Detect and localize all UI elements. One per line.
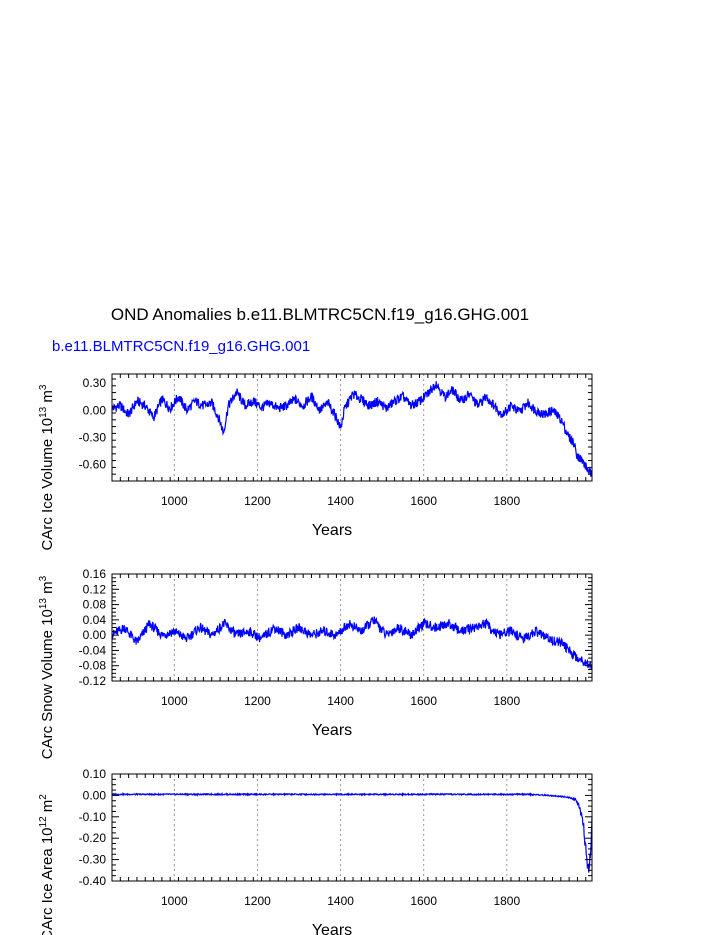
y-tick-label: 0.16	[83, 567, 107, 581]
y-tick-label: -0.30	[79, 853, 107, 867]
y-axis-label: CArc Snow Volume 1013 m3	[38, 575, 56, 759]
y-tick-label: 0.30	[83, 376, 107, 390]
x-tick-label: 1600	[410, 894, 437, 908]
x-tick-label: 1800	[493, 494, 520, 508]
series-line	[111, 381, 593, 477]
x-axis-label: Years	[312, 522, 352, 539]
y-tick-label: -0.12	[79, 674, 107, 688]
y-tick-label: -0.20	[79, 831, 107, 845]
ice-area-panel: 1000 1200 1400 1600 1800 0.10 0.00 -0.10 -0.20 -0…	[38, 767, 593, 935]
y-axis-label: CArc Ice Volume 1013 m3	[38, 384, 56, 550]
y-axis-label: CArc Ice Area 1012 m2	[38, 794, 56, 935]
plot-frame	[111, 573, 593, 682]
y-tick-label: -0.08	[79, 659, 107, 673]
x-tick-label: 1200	[244, 694, 271, 708]
y-tick-label: -0.60	[79, 458, 107, 472]
x-tick-label: 1000	[161, 694, 188, 708]
y-tick-label: 0.04	[83, 613, 107, 627]
snow-volume-panel: 1000 1200 1400 1600 1800 0.160.12 0.080.040.00…	[38, 567, 593, 759]
x-tick-label: 1400	[327, 894, 354, 908]
y-tick-label: -0.30	[79, 430, 107, 444]
x-tick-label: 1800	[493, 694, 520, 708]
ice-volume-panel: 1000 1200 1400 1600 1800 0.30 0.00 -0.30 -0.60 Ye…	[38, 373, 593, 550]
x-axis-label: Years	[312, 922, 352, 935]
series-line	[111, 791, 593, 873]
x-tick-label: 1400	[327, 694, 354, 708]
x-tick-label: 1600	[410, 494, 437, 508]
y-tick-label: 0.08	[83, 598, 107, 612]
x-axis-label: Years	[312, 722, 352, 739]
y-tick-label: 0.00	[83, 628, 107, 642]
y-tick-label: 0.00	[83, 403, 107, 417]
y-tick-label: 0.10	[83, 767, 107, 781]
x-tick-label: 1600	[410, 694, 437, 708]
series-legend-label: b.e11.BLMTRC5CN.f19_g16.GHG.001	[52, 338, 311, 355]
x-tick-label: 1000	[161, 894, 188, 908]
y-tick-label: 0.12	[83, 582, 107, 596]
x-tick-label: 1800	[493, 894, 520, 908]
y-tick-label: -0.10	[79, 810, 107, 824]
x-tick-label: 1200	[244, 894, 271, 908]
x-tick-label: 1200	[244, 494, 271, 508]
series-line	[111, 616, 593, 670]
y-tick-label: 0.00	[83, 788, 107, 802]
x-tick-label: 1000	[161, 494, 188, 508]
plot-frame	[111, 373, 593, 482]
y-tick-label: -0.04	[79, 643, 107, 657]
x-tick-label: 1400	[327, 494, 354, 508]
plot-frame	[111, 773, 593, 882]
chart-title: OND Anomalies b.e11.BLMTRC5CN.f19_g16.GH…	[110, 305, 530, 324]
y-tick-label: -0.40	[79, 874, 107, 888]
